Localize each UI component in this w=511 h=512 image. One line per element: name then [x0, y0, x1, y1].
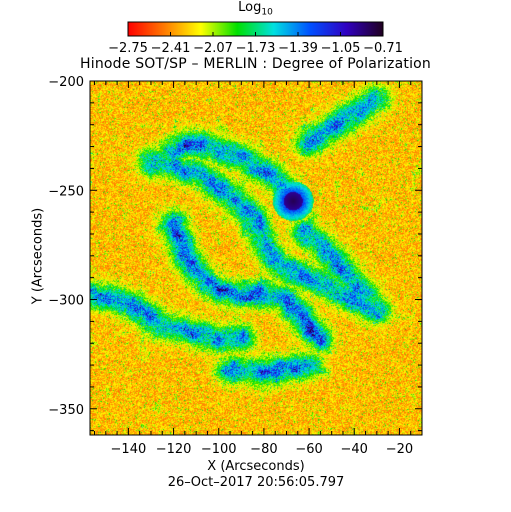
colorbar-tick-label: −2.75	[108, 41, 148, 56]
x-tick-label: −100	[201, 442, 237, 457]
y-tick-label: −200	[48, 75, 84, 90]
y-tick-label: −300	[48, 294, 84, 309]
colorbar-label-main: Log	[238, 0, 262, 15]
x-tick-label: −140	[111, 442, 147, 457]
plot-axes: −140 −120 −100 −80 −60 −40 −20 −200 −250 −300 −350	[48, 75, 423, 457]
colorbar-label: Log10	[0, 0, 511, 18]
x-axis-label: X (Arcseconds)	[207, 459, 305, 474]
y-tick-label: −250	[48, 184, 84, 199]
x-tick-label: −20	[386, 442, 413, 457]
colorbar-tick-label: −0.71	[363, 41, 403, 56]
x-tick-label: −40	[341, 442, 368, 457]
y-tick-label: −350	[48, 403, 84, 418]
x-tick-label: −60	[295, 442, 322, 457]
colorbar: −2.75 −2.41 −2.07 −1.73 −1.39 −1.05 −0.71	[108, 21, 403, 56]
colorbar-tick-label: −2.07	[193, 41, 233, 56]
colorbar-tick-label: −1.39	[278, 41, 318, 56]
x-tick-label: −120	[156, 442, 192, 457]
colorbar-tick-label: −1.73	[236, 41, 276, 56]
x-tick-label: −80	[250, 442, 277, 457]
colorbar-tick-label: −2.41	[151, 41, 191, 56]
colorbar-tick-label: −1.05	[321, 41, 361, 56]
chart-title: Hinode SOT/SP – MERLIN : Degree of Polar…	[80, 56, 431, 72]
polarization-map	[90, 81, 422, 435]
colorbar-label-sub: 10	[261, 7, 273, 18]
plot-frame	[89, 80, 423, 436]
date-annotation: 26–Oct–2017 20:56:05.797	[167, 475, 345, 490]
heatmap-image	[90, 81, 422, 435]
